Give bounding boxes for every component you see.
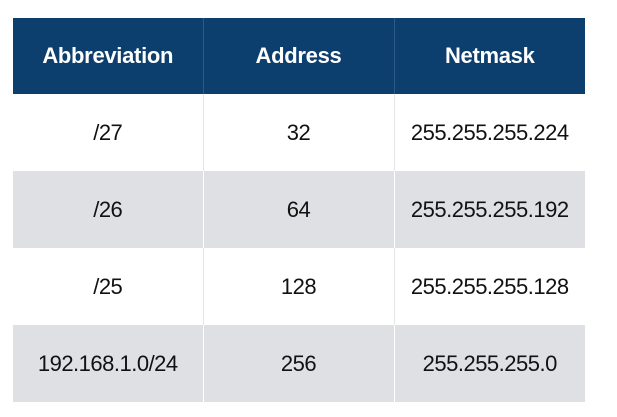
table-header-row: Abbreviation Address Netmask: [13, 18, 585, 94]
subnet-table-container: Abbreviation Address Netmask /27 32 255.…: [13, 18, 585, 402]
header-abbreviation: Abbreviation: [13, 18, 204, 94]
cell-abbreviation: 192.168.1.0/24: [13, 325, 204, 402]
cell-address: 32: [203, 94, 395, 171]
cell-abbreviation: /25: [13, 248, 204, 325]
header-netmask: Netmask: [394, 18, 585, 94]
cell-netmask: 255.255.255.0: [394, 325, 585, 402]
table-row: 192.168.1.0/24 256 255.255.255.0: [13, 325, 585, 402]
table-row: /26 64 255.255.255.192: [13, 171, 585, 248]
table-row: /27 32 255.255.255.224: [13, 94, 585, 171]
cell-address: 64: [203, 171, 395, 248]
table-row: /25 128 255.255.255.128: [13, 248, 585, 325]
header-address: Address: [203, 18, 395, 94]
cell-netmask: 255.255.255.192: [394, 171, 585, 248]
cell-netmask: 255.255.255.224: [394, 94, 585, 171]
cell-address: 128: [203, 248, 395, 325]
cell-abbreviation: /27: [13, 94, 204, 171]
subnet-table: Abbreviation Address Netmask /27 32 255.…: [13, 18, 585, 402]
cell-abbreviation: /26: [13, 171, 204, 248]
cell-address: 256: [203, 325, 395, 402]
cell-netmask: 255.255.255.128: [394, 248, 585, 325]
